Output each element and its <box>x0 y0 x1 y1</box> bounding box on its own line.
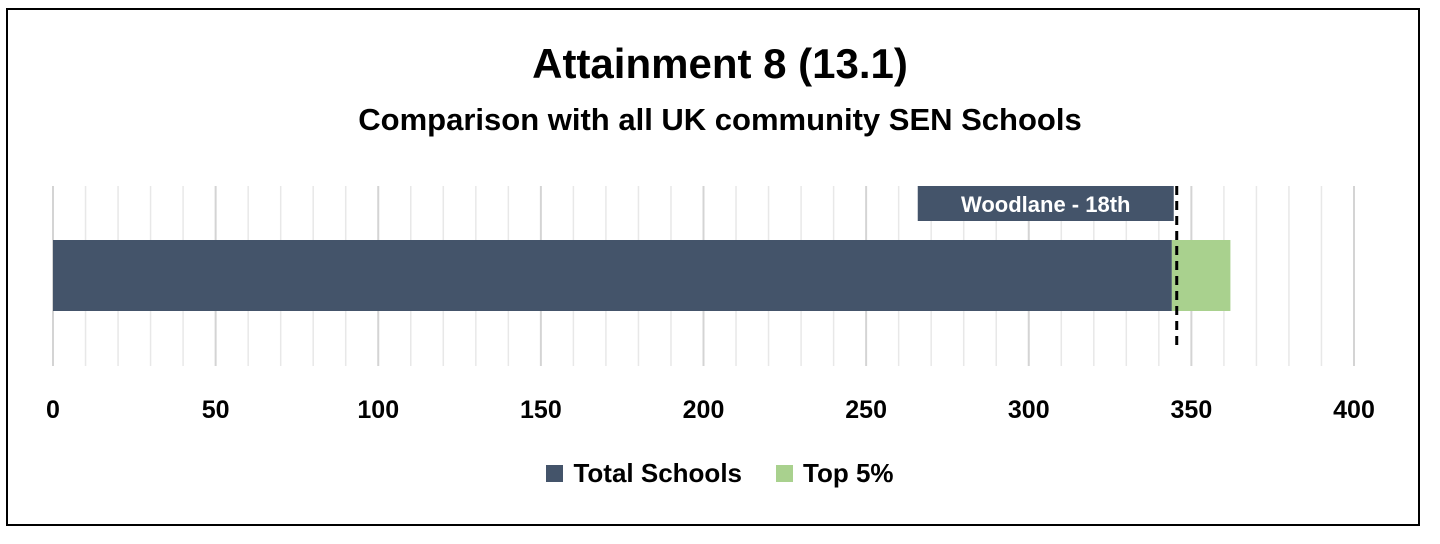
x-tick-label: 200 <box>683 396 725 424</box>
x-tick-label: 400 <box>1333 396 1375 424</box>
legend-item-total-schools: Total Schools <box>546 458 742 489</box>
annotation-label: Woodlane - 18th <box>961 192 1131 217</box>
x-tick-label: 50 <box>202 396 230 424</box>
bars <box>53 240 1231 311</box>
legend-label-top-5: Top 5% <box>803 458 894 488</box>
annotation-label-box <box>917 186 1174 221</box>
chart-title: Attainment 8 (13.1) <box>532 40 908 87</box>
annotation: Woodlane - 18th <box>917 186 1179 350</box>
x-tick-label: 150 <box>520 396 562 424</box>
x-tick-label: 100 <box>357 396 399 424</box>
chart-subtitle: Comparison with all UK community SEN Sch… <box>358 102 1082 137</box>
legend-item-top-5: Top 5% <box>776 458 894 489</box>
x-axis-tick-labels: 0 50 100 150 200 250 300 350 400 <box>46 396 1375 424</box>
x-tick-label: 350 <box>1171 396 1213 424</box>
legend-label-total-schools: Total Schools <box>573 458 742 488</box>
legend: Total Schools Top 5% <box>0 458 1440 489</box>
bar-total-schools <box>53 240 1172 311</box>
bar-top-5 <box>1171 240 1231 311</box>
x-tick-label: 250 <box>845 396 887 424</box>
x-tick-label: 300 <box>1008 396 1050 424</box>
x-tick-label: 0 <box>46 396 60 424</box>
legend-swatch-top-5 <box>776 465 793 482</box>
legend-swatch-total-schools <box>546 465 564 482</box>
